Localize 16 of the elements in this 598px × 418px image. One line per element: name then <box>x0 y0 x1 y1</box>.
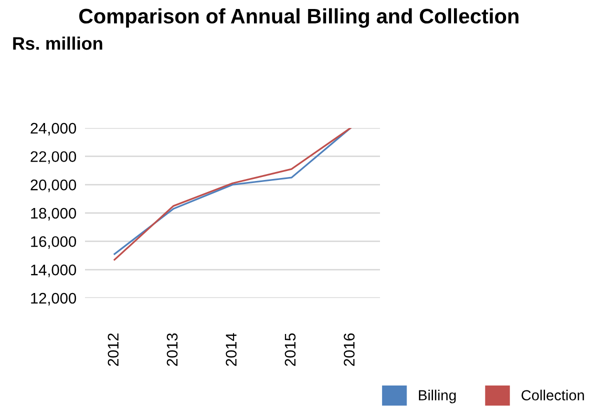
legend-label: Billing <box>418 390 456 404</box>
chart-title: Comparison of Annual Billing and Collection <box>79 8 518 28</box>
x-tick-label: 2012 <box>108 333 119 366</box>
y-tick-label: 20,000 <box>30 180 76 192</box>
x-tick-label: 2014 <box>226 333 237 366</box>
x-tick-label: 2016 <box>344 333 355 366</box>
y-tick-label: 12,000 <box>31 292 76 306</box>
x-tick-label: 2015 <box>284 333 296 366</box>
y-tick-label: 24,000 <box>30 122 76 136</box>
y-tick-label: 22,000 <box>30 151 76 164</box>
y-tick-label: 18,000 <box>31 208 76 220</box>
y-tick-label: 16,000 <box>31 236 76 249</box>
y-axis-title: Rs. million <box>13 36 102 50</box>
x-tick-label: 2013 <box>166 333 178 366</box>
y-tick-label: 14,000 <box>31 264 76 278</box>
legend-label: Collection <box>522 390 584 400</box>
